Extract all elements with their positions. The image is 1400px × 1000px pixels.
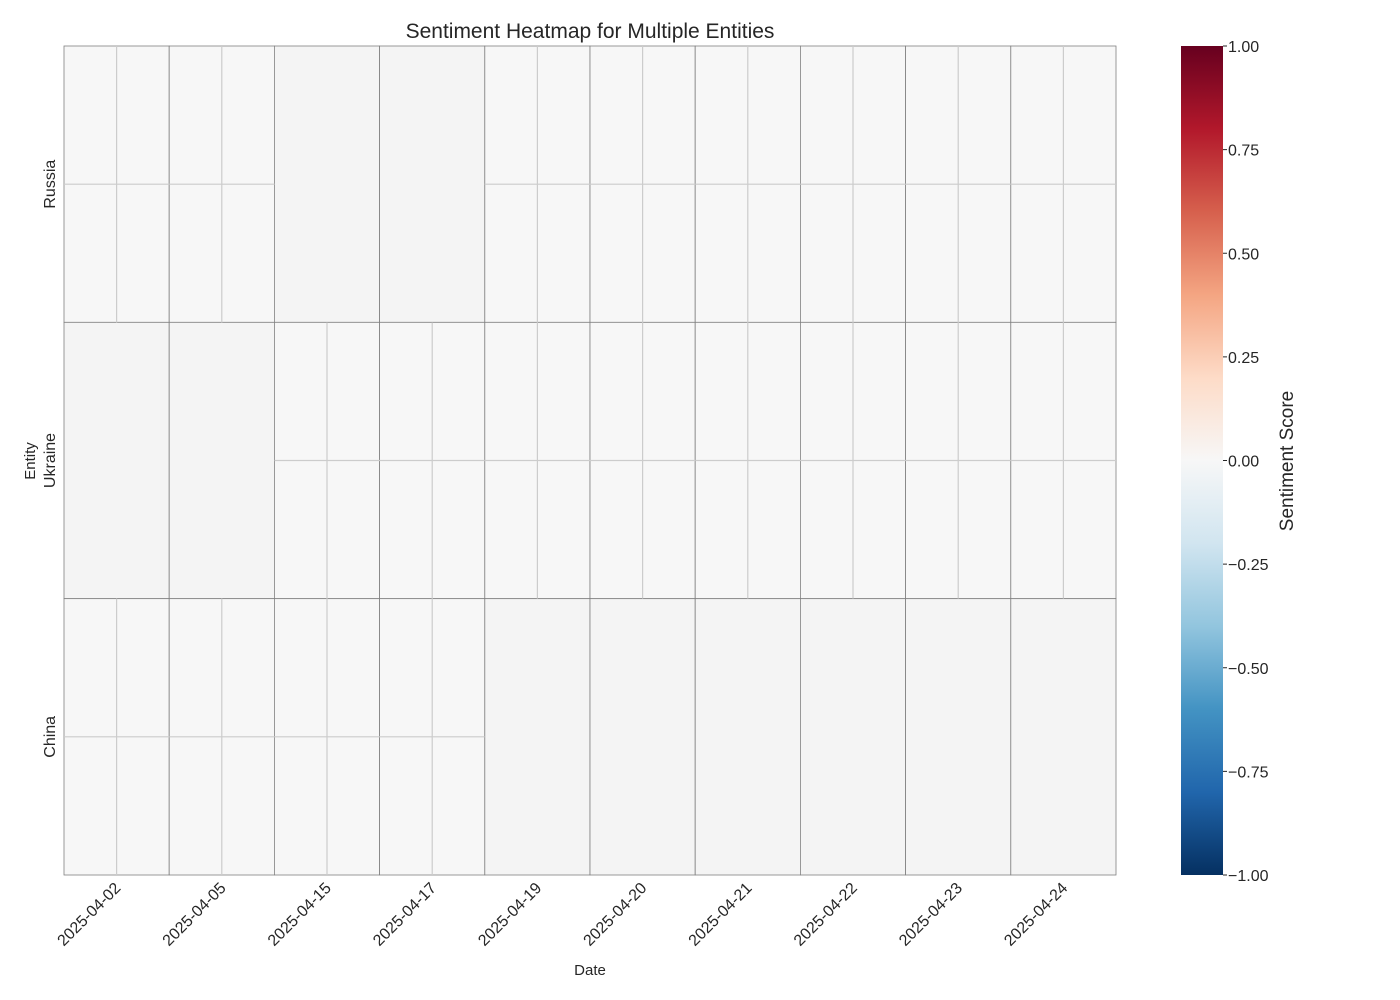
colorbar-tick-labels: 1.00 0.75 0.50 0.25 0.00 −0.25 −0.50 −0.75 −1.00 (1223, 39, 1269, 885)
y-tick-label: Russia (42, 160, 59, 209)
colorbar-label: Sentiment Score (1277, 391, 1298, 531)
heatmap-cell (484, 598, 591, 876)
colorbar-tick-label: −0.75 (1228, 764, 1269, 781)
x-axis-label: Date (574, 962, 606, 979)
colorbar-tick-label: −0.25 (1228, 557, 1269, 574)
x-tick-label: 2025-04-15 (265, 880, 335, 950)
colorbar-tick-label: −1.00 (1228, 868, 1269, 885)
y-axis-label: Entity (22, 442, 39, 480)
heatmap-cell (63, 321, 170, 600)
x-tick-label: 2025-04-17 (370, 880, 440, 950)
y-tick-label: China (42, 716, 59, 758)
x-tick-label: 2025-04-24 (1001, 880, 1071, 950)
x-tick-label: 2025-04-20 (581, 880, 651, 950)
heatmap-cell (694, 598, 801, 876)
heatmap-cell (905, 598, 1012, 876)
heatmap-gridlines (64, 46, 1116, 875)
colorbar-tick-label: 0.25 (1228, 350, 1259, 367)
heatmap-cell (1010, 598, 1117, 876)
heatmap-cell (379, 45, 486, 323)
x-tick-label: 2025-04-05 (160, 880, 230, 950)
colorbar (1181, 46, 1223, 875)
x-tick-labels: 2025-04-02 2025-04-05 2025-04-15 2025-04-17… (55, 880, 1072, 950)
colorbar-tick-label: 0.75 (1228, 143, 1259, 160)
y-tick-label: Ukraine (42, 433, 59, 488)
heatmap-cell (168, 321, 275, 600)
x-tick-label: 2025-04-21 (686, 880, 756, 950)
y-tick-labels: Russia Ukraine China (42, 160, 59, 758)
x-tick-label: 2025-04-02 (55, 880, 125, 950)
x-tick-label: 2025-04-23 (896, 880, 966, 950)
x-tick-label: 2025-04-19 (475, 880, 545, 950)
x-tick-label: 2025-04-22 (791, 880, 861, 950)
colorbar-tick-label: 0.00 (1228, 454, 1259, 471)
heatmap-cell (589, 598, 696, 876)
heatmap-cell (273, 45, 380, 323)
colorbar-tick-label: 0.50 (1228, 246, 1259, 263)
colorbar-tick-label: 1.00 (1228, 39, 1259, 56)
colorbar-tick-label: −0.50 (1228, 661, 1269, 678)
heatmap-cell (800, 598, 907, 876)
chart-title: Sentiment Heatmap for Multiple Entities (406, 20, 775, 43)
